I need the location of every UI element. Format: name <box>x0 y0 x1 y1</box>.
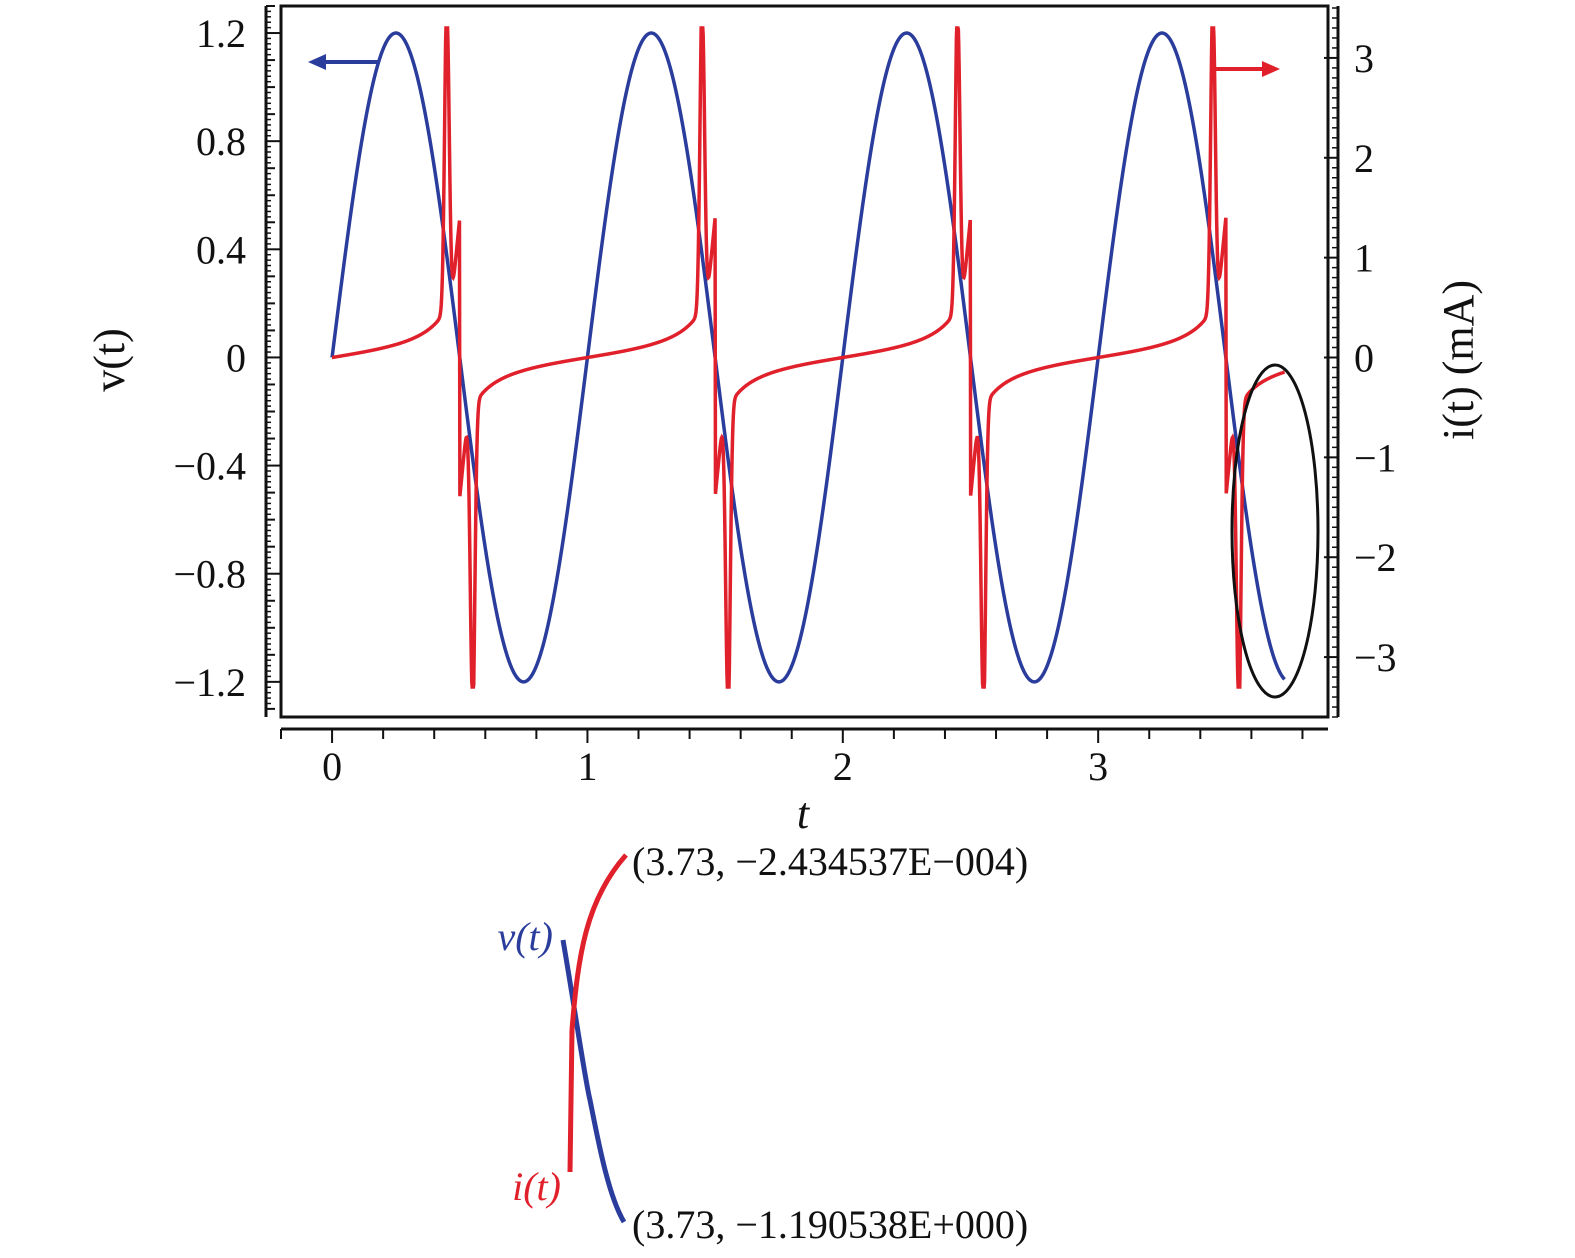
left-tick-label: 1.2 <box>196 11 246 56</box>
bottom-axis: 0 1 2 3 <box>280 727 1328 789</box>
right-tick-label: 1 <box>1354 236 1374 281</box>
inset-i-curve <box>567 853 628 1173</box>
left-tick-label: −0.4 <box>173 444 246 489</box>
right-tick-label: 0 <box>1354 336 1374 381</box>
right-axis-arrow <box>1211 61 1280 77</box>
inset-label-v: v(t) <box>497 914 553 959</box>
left-axis: 1.2 0.8 0.4 0 −0.4 −0.8 −1.2 <box>173 5 280 717</box>
inset-point-v-label: (3.73, −1.190538E+000) <box>632 1202 1028 1247</box>
right-tick-label: 2 <box>1354 136 1374 181</box>
left-tick-label: −1.2 <box>173 660 246 705</box>
right-tick-label: 3 <box>1354 36 1374 81</box>
inset-zoom: v(t) i(t) (3.73, −2.434537E−004) (3.73, … <box>497 839 1028 1247</box>
series-i-line <box>331 26 1286 689</box>
right-tick-label: −2 <box>1354 535 1397 580</box>
bottom-tick-label: 2 <box>833 744 853 789</box>
bottom-tick-label: 1 <box>577 744 597 789</box>
left-tick-label: −0.8 <box>173 552 246 597</box>
x-axis-label: t <box>797 789 811 838</box>
right-tick-label: −1 <box>1354 435 1397 480</box>
right-tick-label: −3 <box>1354 635 1397 680</box>
right-axis: 3 2 1 0 −1 −2 −3 <box>1324 6 1397 718</box>
left-axis-label: v(t) <box>85 328 134 392</box>
series-v-line <box>330 31 1286 684</box>
left-tick-label: 0 <box>226 335 246 380</box>
bottom-tick-label: 0 <box>322 744 342 789</box>
plot-frame <box>279 4 1330 719</box>
left-tick-label: 0.8 <box>196 119 246 164</box>
left-tick-label: 0.4 <box>196 227 246 272</box>
right-axis-label: i(t) (mA) <box>1434 280 1483 440</box>
bottom-tick-label: 3 <box>1088 744 1108 789</box>
curves <box>330 26 1286 689</box>
inset-label-i: i(t) <box>512 1164 561 1209</box>
inset-point-i-label: (3.73, −2.434537E−004) <box>632 839 1028 884</box>
left-axis-arrow <box>308 54 378 70</box>
highlight-ellipse <box>1230 363 1320 699</box>
